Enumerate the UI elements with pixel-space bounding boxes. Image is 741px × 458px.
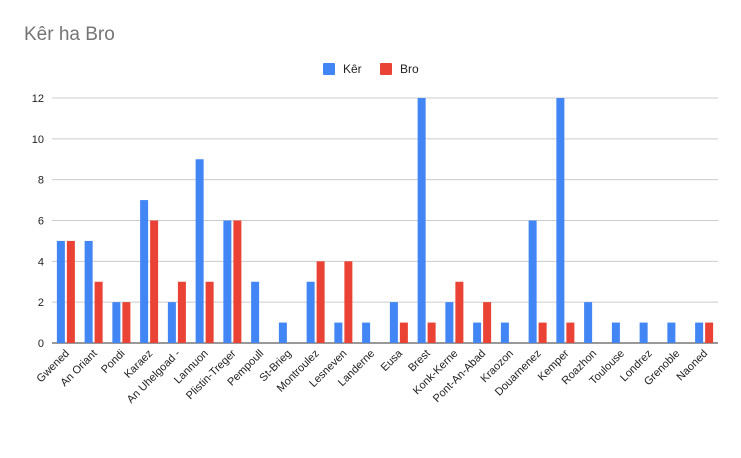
bar-ker <box>417 98 426 343</box>
legend-label-bro: Bro <box>400 62 419 76</box>
bar-ker <box>251 281 260 343</box>
bar-bro <box>177 281 186 343</box>
bar-ker <box>112 302 121 343</box>
y-tick-label: 8 <box>38 175 44 187</box>
bar-ker <box>500 322 509 343</box>
y-tick-label: 12 <box>32 93 44 105</box>
bar-ker <box>56 240 65 343</box>
bar-bro <box>427 322 436 343</box>
y-tick-label: 0 <box>38 338 44 350</box>
bar-bro <box>316 261 325 343</box>
y-tick-label: 4 <box>38 256 44 268</box>
y-tick-label: 10 <box>32 134 44 146</box>
bar-ker <box>584 302 593 343</box>
bar-ker <box>445 302 454 343</box>
bar-ker <box>334 322 343 343</box>
bar-ker <box>389 302 398 343</box>
bar-bro <box>538 322 547 343</box>
bar-bro <box>344 261 353 343</box>
bar-bro <box>94 281 103 343</box>
bar-ker <box>473 322 482 343</box>
bar-ker <box>611 322 620 343</box>
bar-bro <box>566 322 575 343</box>
y-tick-label: 2 <box>38 297 44 309</box>
bar-ker <box>195 159 204 343</box>
bar-ker <box>695 322 704 343</box>
bar-bro <box>705 322 714 343</box>
bar-ker <box>667 322 676 343</box>
bar-ker <box>362 322 371 343</box>
bar-bro <box>122 302 131 343</box>
y-tick-label: 6 <box>38 216 44 228</box>
x-tick-label: Naoned <box>675 348 711 384</box>
bar-ker <box>84 240 93 343</box>
bar-bro <box>455 281 464 343</box>
bar-ker <box>528 220 537 343</box>
bar-ker <box>278 322 287 343</box>
bar-ker <box>140 200 149 343</box>
bar-bro <box>150 220 159 343</box>
bar-bro <box>205 281 214 343</box>
bar-bro <box>66 240 75 343</box>
legend-swatch-bro <box>380 63 392 75</box>
bar-ker <box>639 322 648 343</box>
bar-bro <box>233 220 242 343</box>
bar-ker <box>167 302 176 343</box>
bar-ker <box>556 98 565 343</box>
legend-swatch-ker <box>323 63 335 75</box>
chart-title: Kêr ha Bro <box>24 24 115 45</box>
bar-bro <box>483 302 492 343</box>
bar-ker <box>223 220 232 343</box>
legend-label-ker: Kêr <box>343 62 362 76</box>
x-tick-label: Eusa <box>379 347 406 374</box>
bar-bro <box>399 322 408 343</box>
bar-ker <box>306 281 315 343</box>
